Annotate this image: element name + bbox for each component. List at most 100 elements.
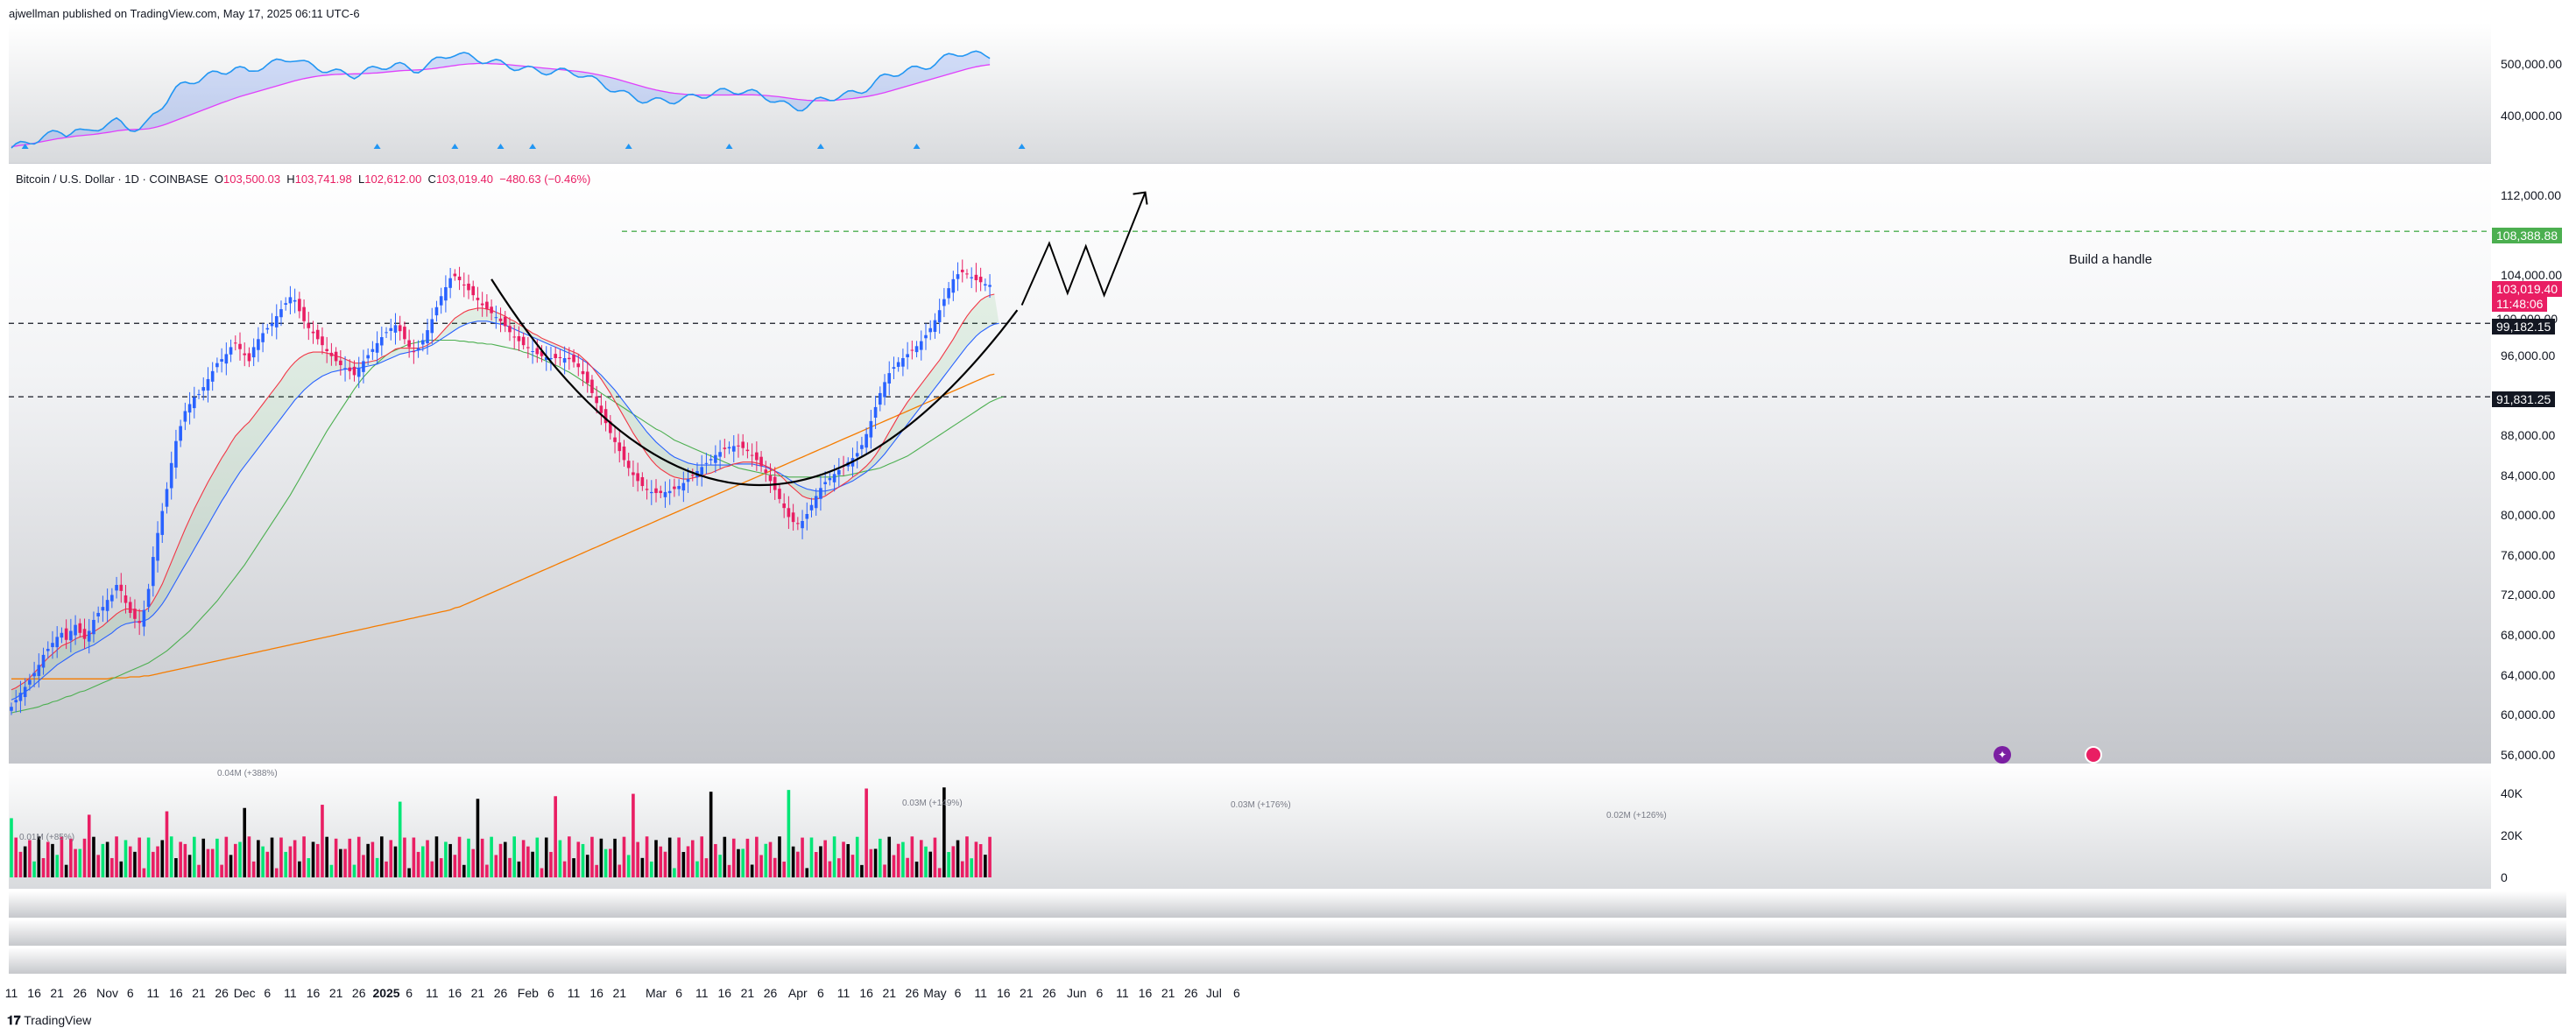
candle-body bbox=[119, 584, 124, 591]
candle-body bbox=[96, 612, 100, 616]
candle-body bbox=[356, 368, 361, 377]
candle-body bbox=[430, 319, 434, 334]
volume-bar bbox=[883, 864, 886, 877]
tradingview-logo: 𝟏𝟕 TradingView bbox=[7, 1013, 92, 1027]
candle-body bbox=[467, 283, 470, 291]
candle-body bbox=[339, 360, 342, 365]
time-axis-label: 11 bbox=[836, 986, 850, 1000]
volume-bar bbox=[41, 857, 46, 877]
price-axis-label: 96,000.00 bbox=[2501, 348, 2556, 363]
volume-bar bbox=[160, 840, 165, 877]
candle-body bbox=[883, 382, 886, 398]
volume-bar bbox=[261, 846, 265, 877]
price-axis-label: 84,000.00 bbox=[2501, 468, 2556, 482]
candle-body bbox=[521, 336, 526, 346]
volume-bar bbox=[887, 836, 892, 877]
volume-bar bbox=[892, 855, 896, 877]
volume-bar bbox=[850, 855, 855, 877]
candle-body bbox=[403, 327, 406, 340]
candle-body bbox=[540, 351, 544, 356]
volume-bar bbox=[193, 836, 196, 877]
volume-bar bbox=[535, 837, 540, 877]
tradingview-logo-icon: 𝟏𝟕 bbox=[7, 1013, 21, 1027]
volume-bar bbox=[622, 836, 626, 877]
volume-bar bbox=[965, 836, 969, 877]
volume-bar bbox=[782, 861, 786, 877]
candle-body bbox=[974, 274, 978, 280]
volume-bar bbox=[558, 840, 562, 877]
volume-bar bbox=[517, 861, 521, 877]
ema-fast-line bbox=[11, 293, 995, 691]
candle-body bbox=[640, 476, 645, 487]
candle-body bbox=[618, 442, 622, 452]
candle-body bbox=[206, 378, 210, 391]
volume-bar bbox=[279, 837, 283, 877]
candle-body bbox=[490, 306, 493, 313]
symbol-name: Bitcoin / U.S. Dollar · 1D · COINBASE bbox=[16, 172, 208, 186]
candle-body bbox=[517, 335, 521, 341]
volume-bar bbox=[398, 801, 402, 877]
volume-bar bbox=[727, 864, 731, 877]
candle-body bbox=[393, 325, 398, 333]
volume-bar bbox=[485, 864, 489, 877]
volume-bar bbox=[174, 858, 178, 877]
volume-bar bbox=[92, 836, 95, 877]
candle-body bbox=[549, 357, 553, 360]
candle-body bbox=[133, 609, 137, 619]
volume-bar bbox=[64, 864, 68, 877]
candle-body bbox=[667, 490, 672, 494]
price-axis-label: 60,000.00 bbox=[2501, 708, 2556, 722]
volume-bar bbox=[819, 846, 822, 877]
candle-body bbox=[325, 349, 328, 352]
candle-body bbox=[960, 270, 964, 272]
sma200-line bbox=[11, 373, 995, 679]
candle-body bbox=[74, 624, 77, 636]
volume-bar bbox=[879, 838, 882, 877]
volume-bar bbox=[988, 836, 992, 877]
volume-bar bbox=[265, 851, 270, 877]
volume-bar bbox=[626, 855, 631, 877]
resistance-level-tag: 108,388.88 bbox=[2492, 228, 2563, 243]
volume-bar bbox=[690, 840, 695, 877]
volume-bar bbox=[832, 836, 836, 877]
time-axis-label: 11 bbox=[695, 986, 709, 1000]
candle-body bbox=[755, 452, 759, 461]
volume-bar bbox=[554, 796, 557, 877]
time-axis-label: 21 bbox=[1161, 986, 1175, 1000]
candle-body bbox=[576, 363, 581, 368]
volume-bar bbox=[434, 836, 439, 877]
time-axis-label: 26 bbox=[351, 986, 366, 1000]
time-axis-label: 6 bbox=[1096, 986, 1104, 1000]
rocket-icon[interactable]: ✦ bbox=[1994, 746, 2011, 764]
candle-body bbox=[622, 446, 626, 461]
volume-bar bbox=[407, 868, 411, 877]
candle-body bbox=[568, 357, 571, 360]
candle-body bbox=[261, 333, 265, 342]
candle-body bbox=[860, 445, 864, 449]
candle-body bbox=[508, 326, 512, 333]
volume-bar bbox=[632, 793, 635, 877]
price-axis-label: 88,000.00 bbox=[2501, 427, 2556, 442]
volume-bar bbox=[681, 851, 686, 877]
volume-bar bbox=[421, 846, 425, 877]
volume-bar bbox=[809, 837, 814, 877]
candle-body bbox=[247, 353, 251, 362]
volume-bar bbox=[613, 838, 617, 877]
candle-body bbox=[673, 486, 676, 489]
candle-body bbox=[709, 459, 713, 461]
volume-bar bbox=[152, 851, 155, 877]
price-axis-label: 104,000.00 bbox=[2501, 268, 2563, 283]
volume-bar bbox=[640, 857, 645, 877]
signal-marker bbox=[21, 144, 29, 149]
volume-bar bbox=[778, 836, 781, 877]
volume-bar bbox=[412, 837, 416, 877]
us-flag-icon[interactable] bbox=[2085, 746, 2102, 764]
volume-bar bbox=[667, 837, 672, 877]
time-axis-label: 6 bbox=[675, 986, 683, 1000]
volume-bar bbox=[540, 868, 544, 877]
candle-body bbox=[142, 609, 146, 627]
candle-body bbox=[471, 285, 476, 296]
volume-bar bbox=[46, 841, 50, 877]
volume-bar bbox=[947, 852, 950, 877]
volume-bar bbox=[14, 837, 18, 877]
